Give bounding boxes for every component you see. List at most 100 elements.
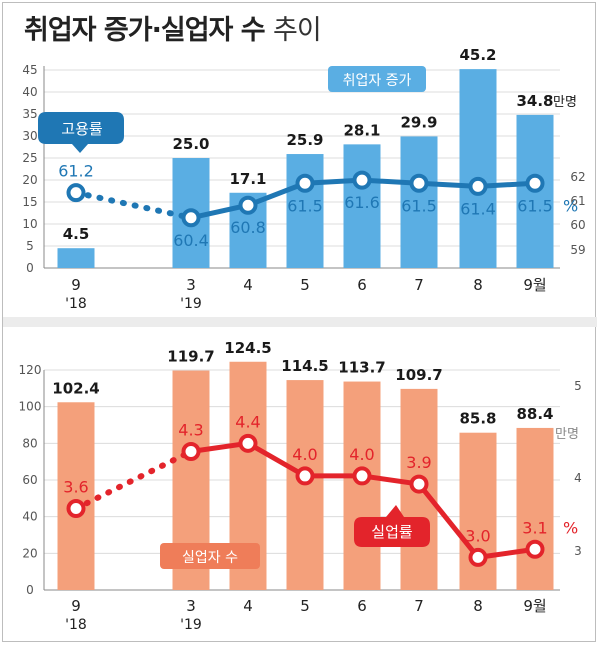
y-tick-label: 10 (22, 217, 37, 231)
bar-value-label: 25.9 (286, 131, 323, 149)
x-tick-label: 3 (186, 597, 196, 615)
y-tick-label: 100 (19, 400, 42, 414)
legend-line-label: 고용률 (61, 120, 103, 138)
line-value-label: 3.6 (63, 478, 88, 497)
y-tick-label: 40 (22, 510, 37, 524)
line-point (66, 183, 86, 203)
bar-value-label: 85.8 (459, 410, 496, 428)
line-value-label: 3.0 (465, 526, 490, 545)
y2-tick-label: 60 (570, 218, 585, 232)
x-tick-sublabel: '18 (65, 617, 87, 633)
x-tick-label: 5 (300, 276, 310, 294)
line-unit-label: % (563, 518, 578, 537)
y2-tick-label: 61 (570, 194, 585, 208)
line-point (468, 547, 488, 567)
bar-value-label: 45.2 (459, 46, 496, 64)
bar-value-label: 109.7 (395, 366, 442, 384)
line-point (295, 466, 315, 486)
y2-tick-label: 5 (574, 379, 582, 393)
legend-bar-tag (328, 66, 426, 92)
bar-value-label: 102.4 (52, 379, 99, 397)
title-suffix: 추이 (273, 15, 322, 46)
bar-value-label: 17.1 (229, 170, 266, 188)
line-unit-label: % (563, 196, 578, 215)
x-tick-label: 7 (414, 276, 424, 294)
x-tick-label: 5 (300, 597, 310, 615)
line-segment-dotted (73, 448, 194, 512)
x-tick-label: 6 (357, 276, 367, 294)
x-tick-label: 9월 (523, 597, 546, 615)
y-tick-label: 15 (22, 195, 37, 209)
legend-bar-label: 취업자 증가 (343, 73, 412, 89)
line-value-label: 61.5 (401, 196, 437, 215)
x-tick-label: 8 (473, 597, 483, 615)
bar-value-label: 113.7 (338, 359, 385, 377)
line-point (181, 208, 201, 228)
line-point (525, 539, 545, 559)
line-point (352, 466, 372, 486)
x-tick-sublabel: '19 (180, 296, 202, 312)
y-tick-label: 35 (22, 107, 37, 121)
line-value-label: 4.0 (292, 445, 317, 464)
line-point (238, 433, 258, 453)
line-value-label: 4.4 (235, 412, 260, 431)
legend-bar-tag (160, 543, 260, 569)
bar (343, 381, 381, 590)
y2-tick-label: 62 (570, 170, 585, 184)
line-point (525, 173, 545, 193)
legend-bar-label: 실업자 수 (182, 550, 238, 566)
bar (343, 144, 381, 268)
x-tick-label: 9 (71, 597, 81, 615)
line-point (468, 176, 488, 196)
line-point (238, 195, 258, 215)
bar-value-label: 119.7 (167, 348, 214, 366)
line-value-label: 61.4 (460, 199, 496, 218)
x-tick-label: 6 (357, 597, 367, 615)
line-point (66, 499, 86, 519)
line-point (409, 173, 429, 193)
line-value-label: 4.3 (178, 420, 203, 439)
line-point (295, 173, 315, 193)
y-tick-label: 40 (22, 85, 37, 99)
line-value-label: 61.6 (344, 193, 380, 212)
bar (57, 248, 95, 268)
bar-value-label: 34.8 (516, 92, 553, 110)
x-tick-label: 3 (186, 276, 196, 294)
y2-tick-label: 3 (574, 544, 582, 558)
bar-value-label: 29.9 (400, 113, 437, 131)
line-segment-dotted (73, 189, 194, 221)
y-tick-label: 0 (26, 583, 34, 597)
bar-value-label: 114.5 (281, 357, 328, 375)
title-main: 취업자 증가·실업자 수 (24, 15, 266, 46)
y-tick-label: 120 (19, 363, 42, 377)
y-tick-label: 0 (26, 261, 34, 275)
y-tick-label: 60 (22, 473, 37, 487)
y-tick-label: 20 (22, 173, 37, 187)
bar (459, 69, 497, 269)
bar (400, 136, 438, 268)
y-tick-label: 45 (22, 63, 37, 77)
bar-value-label: 124.5 (224, 339, 271, 357)
legend-line-tag (354, 505, 430, 547)
x-tick-label: 9 (71, 276, 81, 294)
y-tick-label: 20 (22, 546, 37, 560)
x-tick-label: 4 (243, 276, 253, 294)
line-point (181, 441, 201, 461)
line-value-label: 60.4 (173, 231, 209, 250)
x-tick-label: 4 (243, 597, 253, 615)
bar-value-label: 25.0 (172, 135, 209, 153)
page-title: 취업자 증가·실업자 수 추이 (24, 8, 322, 47)
panel-separator (3, 317, 597, 327)
y-tick-label: 80 (22, 436, 37, 450)
line-point (352, 170, 372, 190)
x-tick-sublabel: '18 (65, 296, 87, 312)
line-value-label: 61.2 (58, 162, 94, 181)
bar-value-label: 88.4 (516, 405, 553, 423)
bar (516, 427, 554, 590)
bar-value-label: 4.5 (63, 225, 90, 243)
line-value-label: 61.5 (287, 196, 323, 215)
y2-tick-label: 59 (570, 243, 585, 257)
legend-line-tag (38, 112, 124, 153)
line-value-label: 61.5 (517, 196, 553, 215)
